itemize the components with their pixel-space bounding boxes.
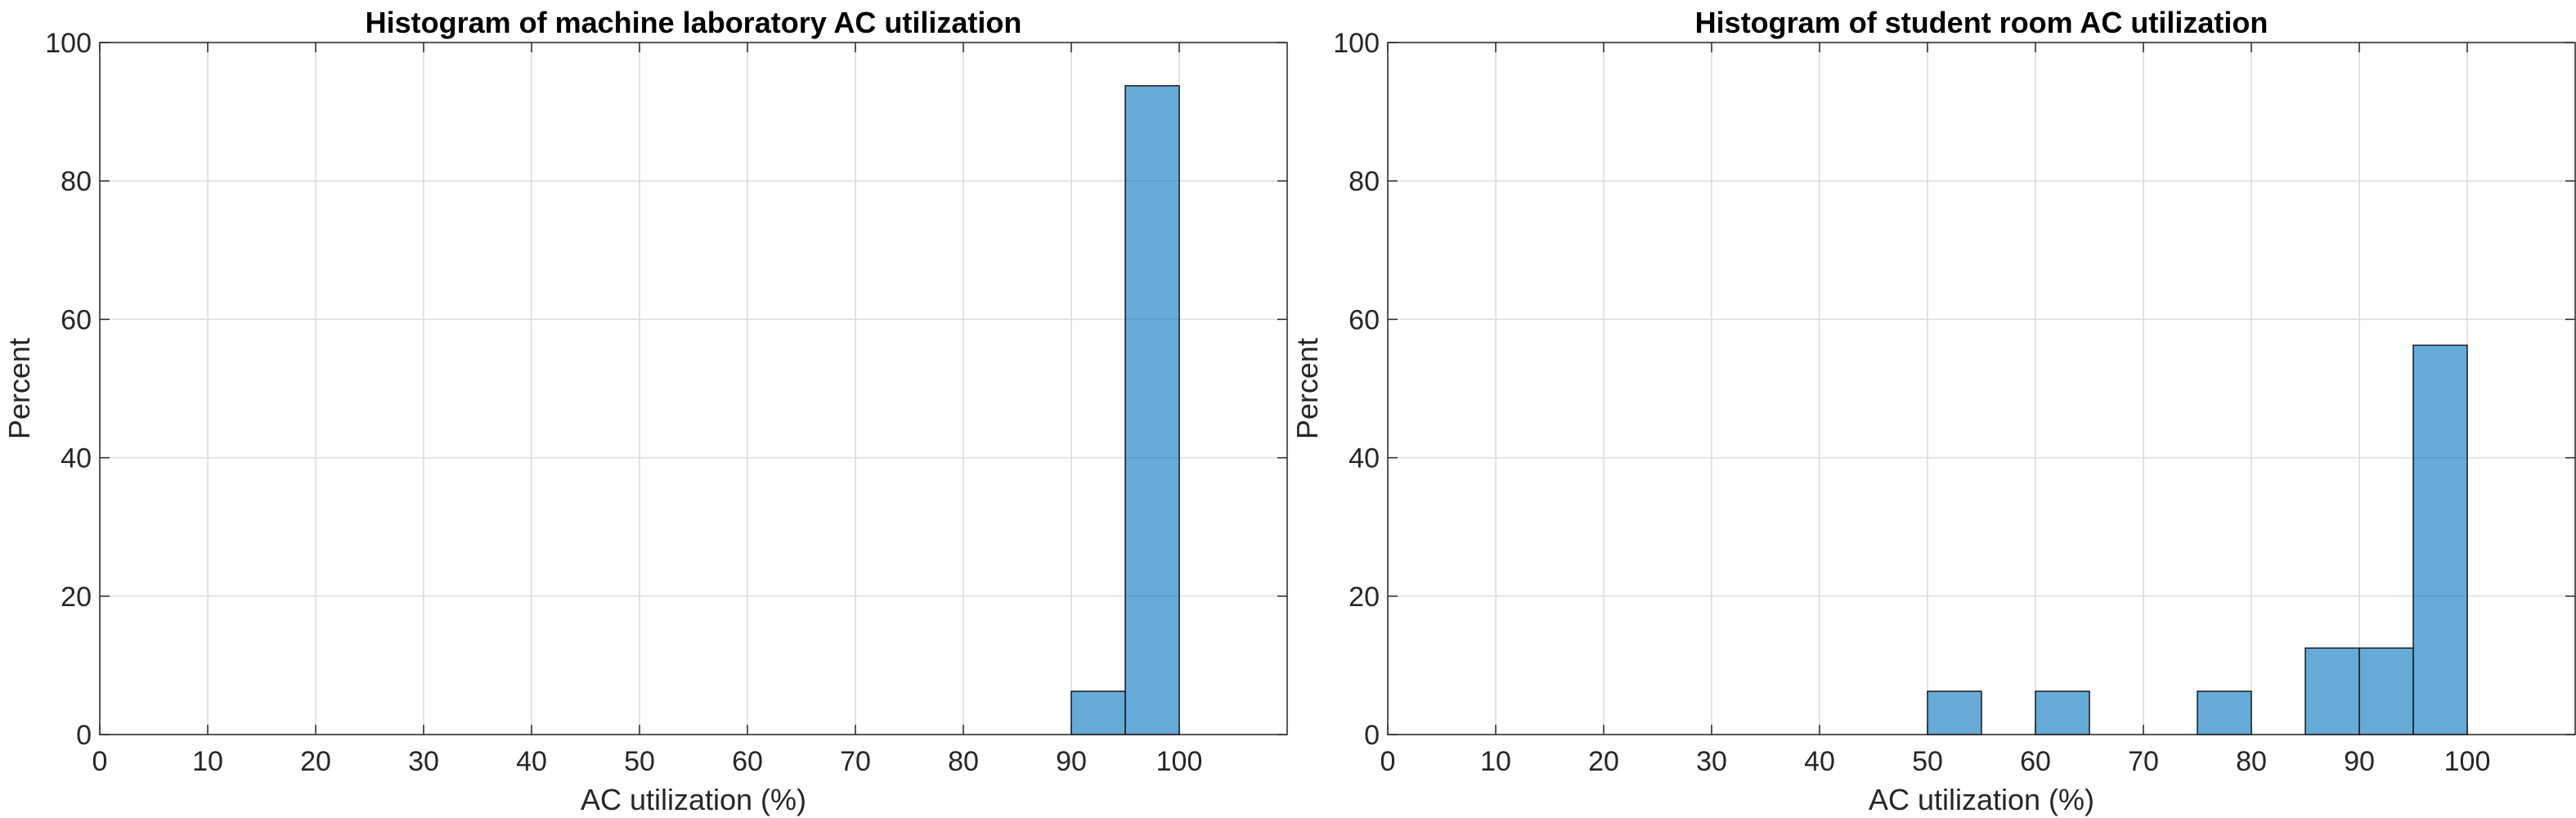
x-tick-label: 60 <box>2020 746 2051 777</box>
histogram-bar <box>2358 647 2414 735</box>
axes-box <box>1387 42 2576 735</box>
x-tick-label: 90 <box>1056 746 1087 777</box>
x-tick-label: 50 <box>1912 746 1943 777</box>
x-tick-label: 60 <box>732 746 763 777</box>
y-tick-label: 40 <box>61 443 92 474</box>
y-tick-label: 80 <box>1349 166 1380 197</box>
x-tick-label: 10 <box>1480 746 1511 777</box>
x-tick-label: 0 <box>1380 746 1396 777</box>
x-tick-label: 30 <box>1696 746 1727 777</box>
y-tick-label: 0 <box>76 720 92 751</box>
y-tick-label: 60 <box>1349 304 1380 335</box>
y-tick-label: 0 <box>1364 720 1380 751</box>
x-axis-label: AC utilization (%) <box>581 783 806 816</box>
x-tick-label: 50 <box>624 746 655 777</box>
histogram-bar <box>2197 690 2252 735</box>
x-tick-label: 20 <box>1588 746 1619 777</box>
chart-title: Histogram of machine laboratory AC utili… <box>366 6 1022 39</box>
x-tick-label: 80 <box>948 746 979 777</box>
y-tick-label: 80 <box>61 166 92 197</box>
y-tick-label: 100 <box>45 28 92 59</box>
histogram-bar <box>1927 690 1982 735</box>
x-tick-label: 40 <box>1804 746 1835 777</box>
histogram-bar <box>1070 690 1126 735</box>
histogram-bar <box>2412 344 2468 735</box>
histogram-bar <box>2035 690 2090 735</box>
y-tick-label: 40 <box>1349 443 1380 474</box>
y-axis-label: Percent <box>1290 338 1324 439</box>
histogram-bar <box>1124 85 1180 735</box>
y-tick-label: 60 <box>61 304 92 335</box>
histogram-bar <box>2304 647 2360 735</box>
y-tick-label: 20 <box>1349 582 1380 613</box>
y-axis-label: Percent <box>2 338 36 439</box>
x-tick-label: 10 <box>192 746 223 777</box>
axes-box <box>99 42 1288 735</box>
y-tick-label: 20 <box>61 582 92 613</box>
y-tick-label: 100 <box>1333 28 1380 59</box>
machine-lab-histogram-panel: 0 10 20 30 40 50 60 70 80 90 100 0 20 40 60 80 100 Histog… <box>2 6 1288 816</box>
x-tick-label: 30 <box>408 746 439 777</box>
x-tick-label: 40 <box>516 746 547 777</box>
x-tick-label: 70 <box>840 746 871 777</box>
x-tick-label: 20 <box>300 746 331 777</box>
chart-title: Histogram of student room AC utilization <box>1695 6 2269 39</box>
x-axis-label: AC utilization (%) <box>1869 783 2094 816</box>
x-tick-label: 100 <box>1156 746 1203 777</box>
x-tick-label: 80 <box>2236 746 2267 777</box>
student-room-histogram-panel: 0 10 20 30 40 50 60 70 80 90 100 0 20 40 60 80 100 Histog… <box>1290 6 2576 816</box>
x-tick-label: 100 <box>2444 746 2491 777</box>
x-tick-label: 70 <box>2128 746 2159 777</box>
x-tick-label: 90 <box>2344 746 2375 777</box>
x-tick-label: 0 <box>92 746 108 777</box>
